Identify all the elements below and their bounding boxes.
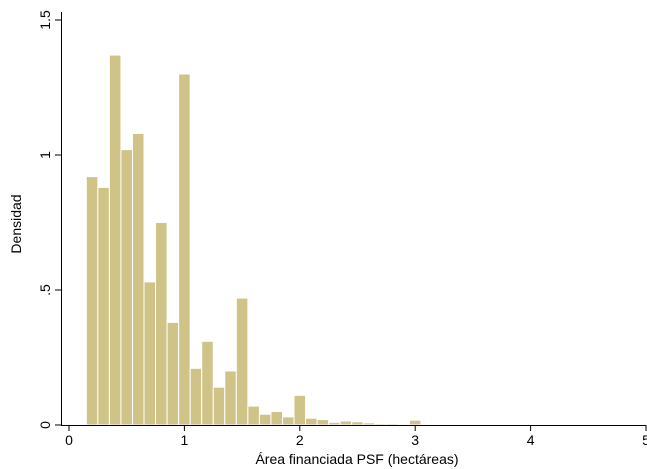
histogram-bar (432, 423, 445, 426)
histogram-bar (362, 422, 376, 426)
histogram-bar (443, 423, 457, 426)
x-tick-label: 0 (65, 432, 73, 448)
y-tick-label: 1 (37, 151, 53, 159)
histogram-bar (293, 394, 307, 426)
histogram-bar (385, 423, 399, 426)
x-tick-label: 5 (642, 432, 647, 448)
histogram-bar (131, 132, 145, 426)
histogram-bars (85, 54, 647, 426)
histogram-bar (351, 421, 364, 426)
histogram-bar (235, 297, 249, 426)
histogram-bar (328, 421, 341, 426)
histogram-bar (178, 73, 191, 426)
histogram-bar (281, 416, 295, 426)
y-axis-ticks: 0 .5 1 1.5 (37, 10, 61, 429)
histogram-bar (155, 222, 168, 426)
x-tick-label: 2 (296, 432, 304, 448)
histogram-bar (374, 423, 387, 426)
histogram-bar (408, 419, 422, 426)
histogram-bar (339, 420, 353, 426)
histogram-bar (143, 281, 157, 426)
histogram-bar (420, 423, 434, 426)
histogram-bar (108, 54, 122, 426)
x-tick-label: 1 (181, 432, 189, 448)
histogram-bar (224, 370, 237, 426)
histogram-bar (97, 186, 110, 426)
x-axis-ticks: 0 1 2 3 4 5 (65, 425, 647, 448)
histogram-bar (270, 411, 283, 426)
histogram-bar (258, 413, 272, 426)
y-tick-label: 1.5 (37, 10, 53, 30)
histogram-bar (212, 386, 226, 426)
histogram-bar (85, 176, 99, 426)
histogram-bar (247, 405, 260, 426)
x-axis-title: Área financiada PSF (hectáreas) (255, 451, 458, 467)
histogram-bar (305, 417, 318, 426)
x-tick-label: 3 (411, 432, 419, 448)
histogram-bar (316, 419, 330, 426)
histogram-bar (120, 149, 133, 426)
y-tick-label: 0 (37, 421, 53, 429)
x-tick-label: 4 (527, 432, 535, 448)
histogram-bar (166, 321, 180, 426)
y-tick-label: .5 (37, 284, 53, 296)
y-axis-title: Densidad (8, 194, 24, 253)
histogram-bar (397, 423, 410, 426)
histogram-bar (189, 367, 203, 426)
histogram-bar (201, 340, 214, 426)
